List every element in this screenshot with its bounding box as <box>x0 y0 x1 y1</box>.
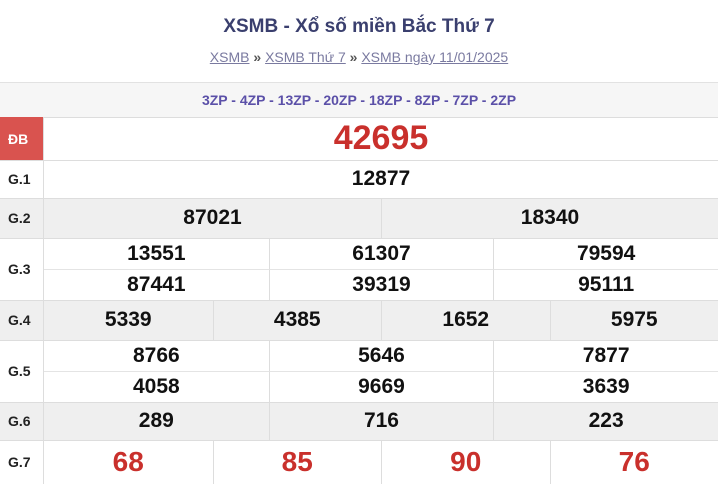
prize-number: 79594 <box>493 238 718 269</box>
prize-number: 39319 <box>268 269 494 300</box>
prize-number: 68 <box>112 446 144 477</box>
prize-number: 87441 <box>44 269 269 300</box>
prize-row <box>0 440 718 484</box>
prize-row <box>0 160 718 198</box>
prize-label: G.7 <box>0 440 44 484</box>
prize-number: 4058 <box>44 371 269 402</box>
prize-number: 8766 <box>132 343 180 367</box>
prize-number: 61307 <box>268 238 494 269</box>
prize-number: 289 <box>138 409 174 432</box>
prize-number: 716 <box>268 402 494 440</box>
prize-number: 5339 <box>104 308 152 331</box>
prize-label: ĐB <box>0 117 44 160</box>
page-title: XSMB - Xổ số miền Bắc Thứ 7 <box>223 16 495 37</box>
prize-number: 18340 <box>381 198 718 238</box>
breadcrumb-link[interactable]: XSMB <box>209 49 250 65</box>
prize-label: G.5 <box>0 340 44 402</box>
prize-row <box>0 117 718 160</box>
prize-number: 3639 <box>493 371 718 402</box>
prize-number: 76 <box>549 440 718 484</box>
prize-row <box>0 402 718 440</box>
prize-number: 1652 <box>381 300 550 340</box>
prize-label: G.3 <box>0 238 44 300</box>
prize-label: G.4 <box>0 300 44 340</box>
prize-number: 13551 <box>127 241 186 265</box>
prize-number: 4385 <box>212 300 382 340</box>
prize-number: 87021 <box>183 206 242 229</box>
breadcrumbs: XSMB » XSMB Thứ 7 » XSMB ngày 11/01/2025 <box>0 49 718 65</box>
breadcrumb-link[interactable]: XSMB ngày 11/01/2025 <box>361 49 509 65</box>
prize-number: 9669 <box>268 371 494 402</box>
prize-label: G.2 <box>0 198 44 238</box>
prize-label: G.6 <box>0 402 44 440</box>
prize-number: 90 <box>381 440 550 484</box>
prize-number: 5646 <box>268 340 494 371</box>
separator: » <box>253 49 262 65</box>
separator: » <box>349 49 358 65</box>
prize-label: G.1 <box>0 160 44 198</box>
prize-number: 5975 <box>549 300 718 340</box>
prize-number: 223 <box>493 402 718 440</box>
prize-number: 42695 <box>333 119 429 157</box>
prize-number: 85 <box>212 440 382 484</box>
prize-number: 95111 <box>493 269 718 300</box>
breadcrumb-link[interactable]: XSMB Thứ 7 <box>265 49 346 65</box>
codes: 3ZP - 4ZP - 13ZP - 20ZP - 18ZP - 8ZP - 7… <box>0 82 718 117</box>
prize-number: 7877 <box>493 340 718 371</box>
prize-number: 12877 <box>351 167 411 190</box>
prize-row <box>0 198 718 238</box>
prize-row <box>0 300 718 340</box>
